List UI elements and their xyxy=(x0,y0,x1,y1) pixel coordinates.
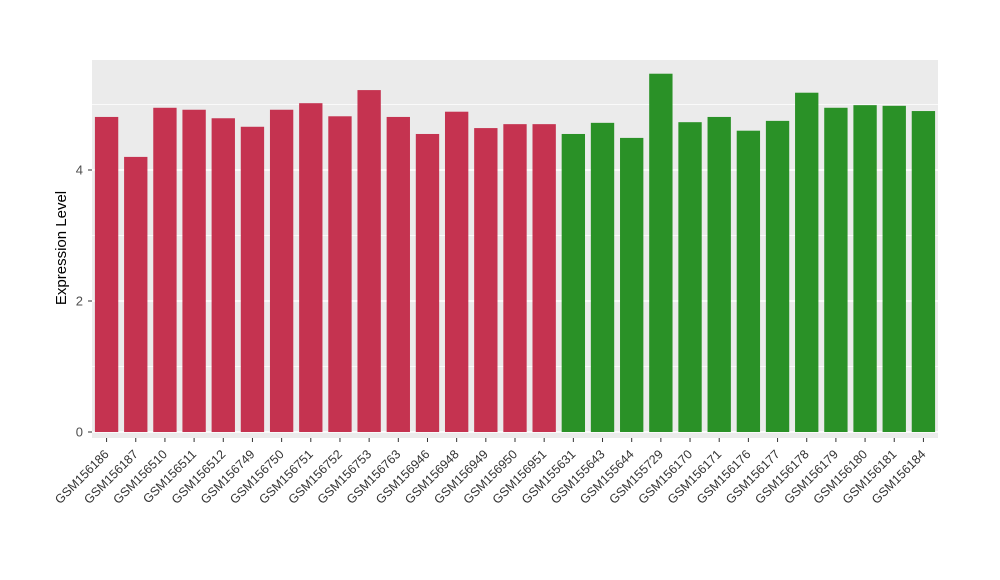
y-axis-title: Expression Level xyxy=(53,191,70,305)
bar xyxy=(590,122,615,432)
bar xyxy=(269,109,294,433)
bar xyxy=(765,120,790,432)
bar xyxy=(357,90,381,432)
bar xyxy=(736,130,761,432)
bar xyxy=(824,107,848,433)
bar xyxy=(620,137,644,432)
bar xyxy=(503,124,527,433)
bar xyxy=(240,126,265,433)
bar xyxy=(124,156,148,432)
bar xyxy=(474,128,498,432)
bar xyxy=(328,116,352,432)
bar xyxy=(678,122,702,432)
bar xyxy=(561,133,586,432)
axes: GSM156186GSM156187GSM156510GSM156511GSM1… xyxy=(52,163,928,507)
bar xyxy=(649,73,673,432)
bar xyxy=(211,118,235,432)
bar xyxy=(911,111,936,433)
bar xyxy=(795,92,819,433)
bar xyxy=(153,107,177,433)
y-tick-label: 2 xyxy=(76,294,83,309)
bar xyxy=(94,116,119,432)
bar xyxy=(299,103,323,432)
bar xyxy=(386,116,410,432)
bar xyxy=(444,111,469,432)
bar xyxy=(415,133,440,432)
bar xyxy=(707,116,731,432)
bars xyxy=(94,73,936,433)
bar xyxy=(182,109,206,433)
y-tick-label: 4 xyxy=(76,163,83,178)
y-tick-label: 0 xyxy=(76,425,83,440)
bar xyxy=(853,105,877,432)
bar xyxy=(882,105,906,432)
bar xyxy=(532,124,556,433)
